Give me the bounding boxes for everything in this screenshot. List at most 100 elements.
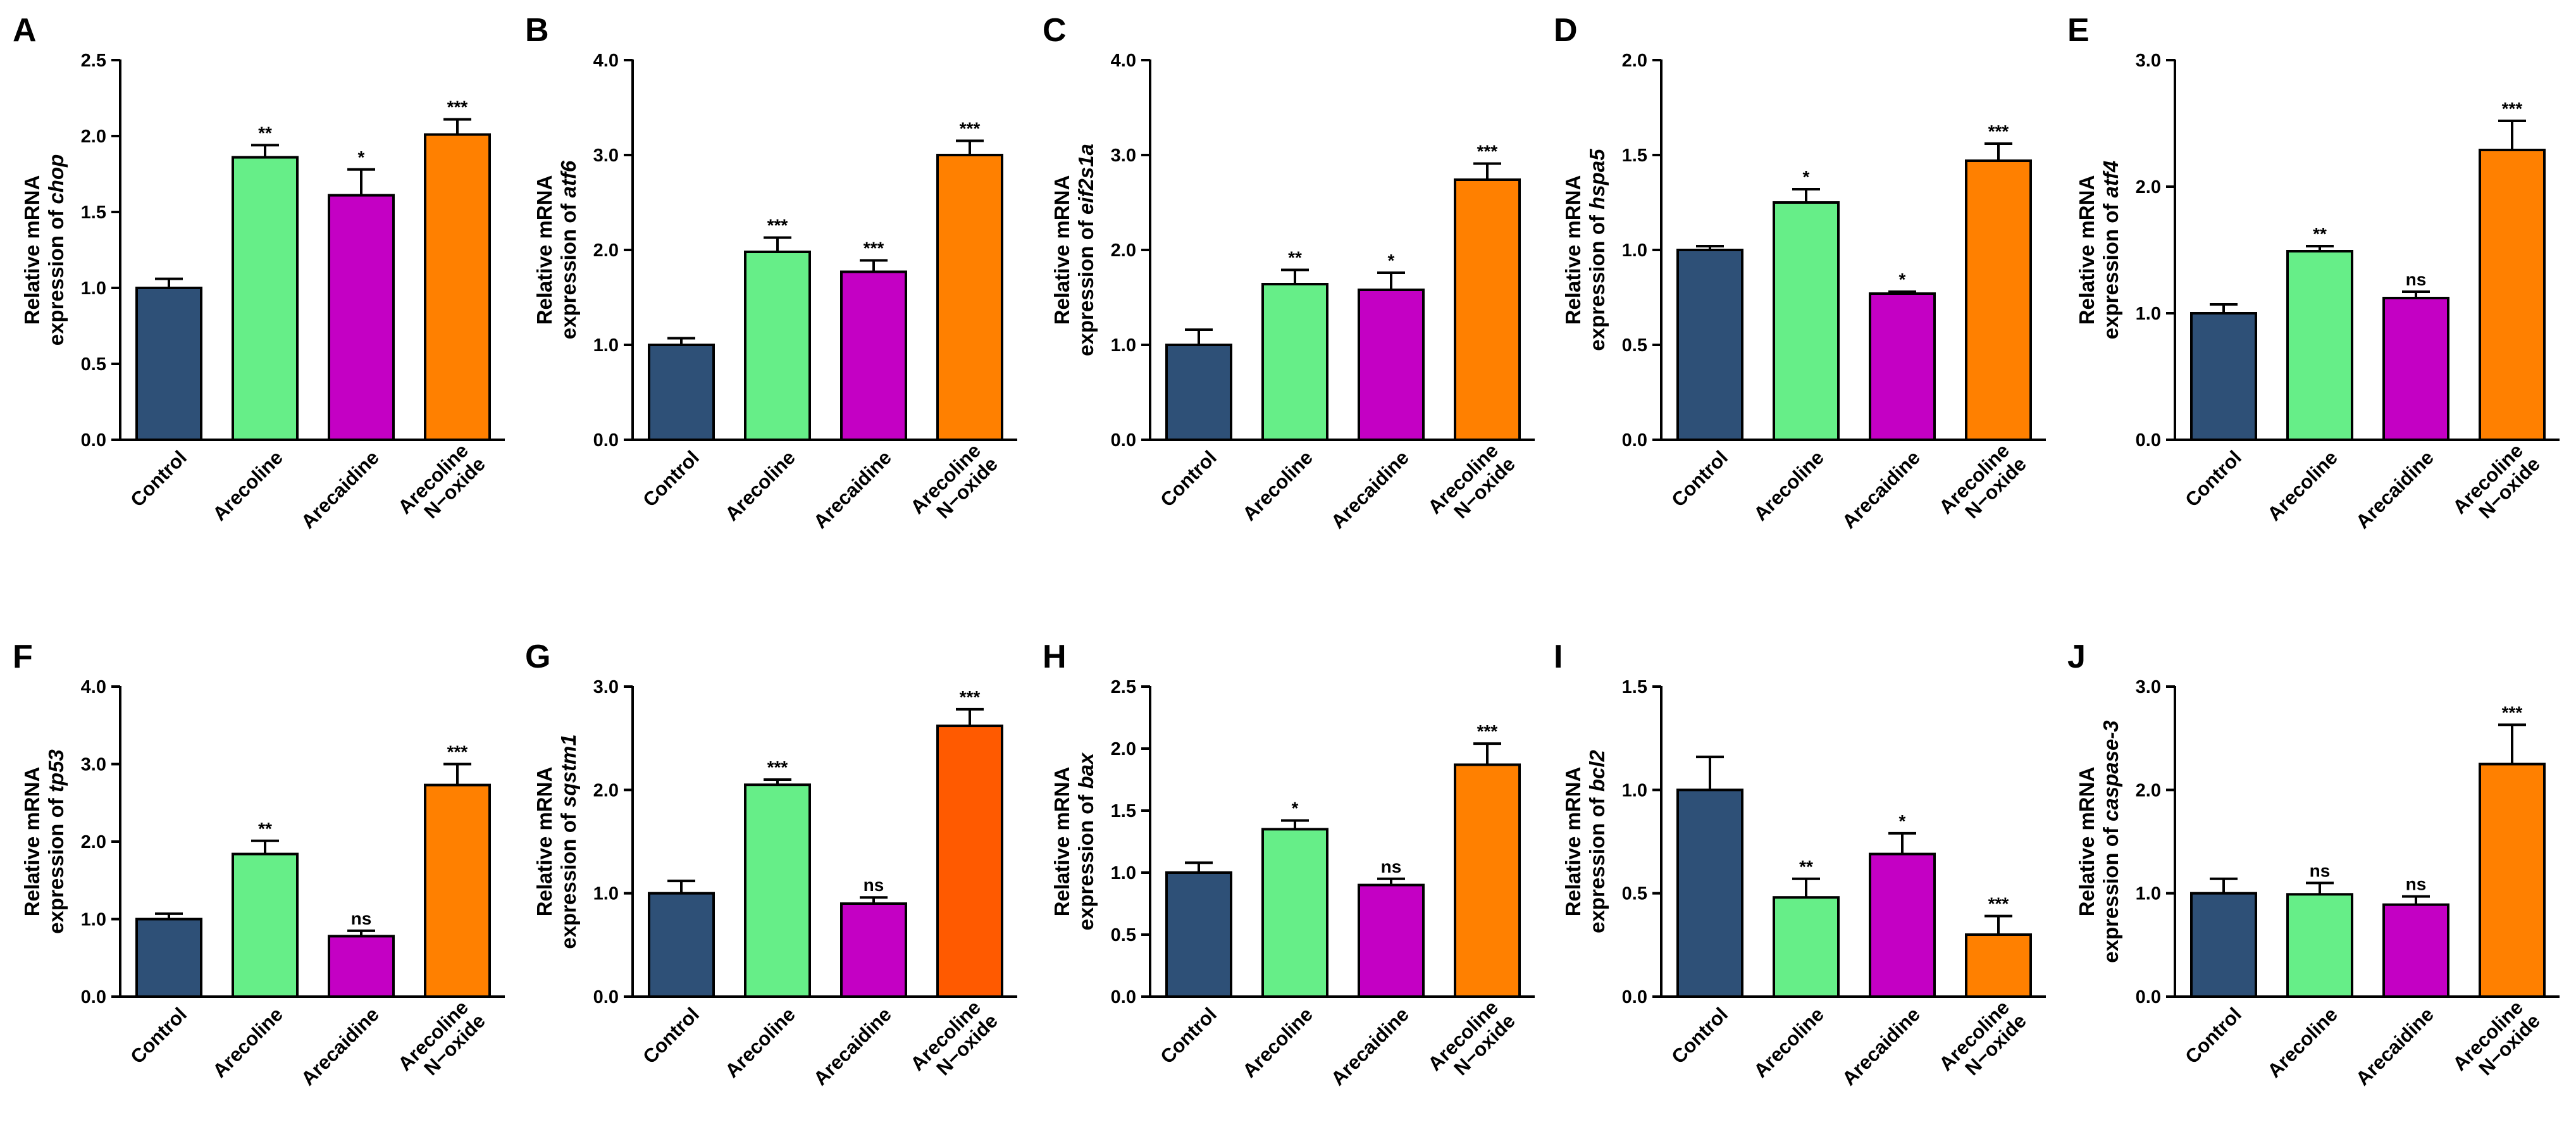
- y-label-gene: hspa5: [1585, 149, 1609, 209]
- panel-a: A Relative mRNAexpression of chop 0.0 0.5 1.…: [13, 12, 505, 533]
- bar-arecoline-n-oxide: [424, 783, 491, 998]
- significance-label: ***: [960, 119, 981, 139]
- bar-arecaidine: [2382, 903, 2449, 998]
- bar-arecoline-n-oxide: [1454, 178, 1521, 441]
- y-label-gene: bcl2: [1585, 749, 1609, 792]
- bar-arecaidine: [1869, 292, 1936, 441]
- y-label-gene: tp53: [44, 749, 68, 792]
- panel-e: E Relative mRNAexpression of atf4 0.0 1.0 2.…: [2067, 12, 2560, 533]
- significance-label: ***: [1988, 894, 2009, 914]
- significance-label: ns: [864, 875, 884, 895]
- y-tick-label: 0.0: [1622, 430, 1647, 451]
- x-category-label: Arecaidine: [1327, 1003, 1413, 1090]
- y-tick-label: 0.0: [1111, 430, 1136, 451]
- x-category-label: Arecaidine: [809, 1003, 896, 1090]
- bar-control: [135, 287, 202, 441]
- bar-arecoline: [744, 783, 811, 998]
- bar-arecaidine: [2382, 297, 2449, 441]
- y-tick-label: 2.0: [2136, 177, 2161, 197]
- y-tick-label: 4.0: [81, 677, 106, 697]
- bar-arecoline: [2286, 250, 2353, 441]
- significance-label: **: [1288, 248, 1302, 268]
- significance-label: **: [258, 819, 272, 838]
- y-tick-label: 2.0: [1111, 739, 1136, 759]
- y-tick-label: 2.0: [1622, 51, 1647, 71]
- x-category-label: Control: [126, 1003, 191, 1068]
- significance-label: ***: [2502, 99, 2523, 118]
- y-axis-label: Relative mRNAexpression of sqstm1: [533, 734, 580, 949]
- y-tick-label: 2.0: [2136, 780, 2161, 800]
- x-category-label: Arecaidine: [809, 446, 896, 533]
- significance-label: *: [1803, 167, 1810, 187]
- y-tick-label: 0.5: [1111, 925, 1136, 945]
- significance-label: *: [1388, 251, 1395, 270]
- x-category-label: Arecoline: [1749, 1003, 1828, 1082]
- significance-label: ***: [2502, 702, 2523, 722]
- x-category-label: ArecolineN−oxide: [1423, 437, 1520, 533]
- y-axis-label: Relative mRNAexpression of tp53: [20, 749, 68, 934]
- y-tick-label: 1.0: [1111, 335, 1136, 356]
- y-tick-label: 0.0: [81, 430, 106, 451]
- x-category-label: ArecolineN−oxide: [1935, 437, 2031, 533]
- y-tick-label: 0.0: [2136, 430, 2161, 451]
- y-label-line1: Relative mRNA: [533, 767, 556, 917]
- significance-label: ***: [864, 239, 884, 258]
- significance-label: ***: [767, 216, 788, 235]
- significance-label: ***: [1477, 721, 1498, 741]
- y-tick-label: 2.0: [81, 127, 106, 147]
- significance-label: **: [1799, 857, 1813, 876]
- panel-i: I Relative mRNAexpression of bcl2 0.0 0.5 1.…: [1554, 638, 2046, 1090]
- y-label-line1: Relative mRNA: [2075, 175, 2098, 325]
- bar-arecoline-n-oxide: [1965, 933, 2032, 998]
- y-label-gene: atf6: [557, 160, 580, 197]
- y-tick-label: 1.0: [81, 910, 106, 930]
- bar-arecoline-n-oxide: [2479, 149, 2546, 441]
- x-category-label: Control: [1156, 446, 1221, 511]
- x-category-label: Arecoline: [721, 446, 800, 525]
- significance-label: ns: [2310, 861, 2331, 880]
- panel-letter: J: [2067, 638, 2086, 675]
- y-axis-label: Relative mRNAexpression of atf6: [533, 160, 580, 339]
- y-tick-label: 2.0: [1111, 240, 1136, 261]
- x-category-label: Arecoline: [1749, 446, 1828, 525]
- y-label-line2: expression of: [557, 807, 580, 949]
- panel-b: B Relative mRNAexpression of atf6 0.0 1.0 2.…: [525, 12, 1017, 533]
- y-tick-label: 1.5: [1622, 146, 1647, 166]
- x-category-label: ArecolineN−oxide: [393, 994, 490, 1090]
- bar-arecaidine: [1358, 289, 1425, 441]
- bar-arecaidine: [1358, 883, 1425, 998]
- y-tick-label: 3.0: [1111, 146, 1136, 166]
- y-label-line2: expression of: [44, 204, 68, 346]
- panel-c: C Relative mRNAexpression of eif2s1a 0.0 1.…: [1043, 12, 1535, 533]
- y-tick-label: 3.0: [81, 755, 106, 775]
- significance-label: ***: [1988, 121, 2009, 141]
- bar-arecoline: [744, 251, 811, 441]
- y-tick-label: 2.0: [593, 240, 619, 261]
- x-category-label: Arecoline: [721, 1003, 800, 1082]
- bar-arecoline: [1261, 283, 1328, 441]
- y-label-line1: Relative mRNA: [533, 175, 556, 325]
- y-tick-label: 0.5: [1622, 335, 1647, 356]
- bar-arecoline-n-oxide: [1965, 159, 2032, 441]
- x-category-label: Arecoline: [1238, 446, 1317, 525]
- x-category-label: Control: [1667, 446, 1732, 511]
- y-label-gene: chop: [44, 154, 68, 204]
- significance-label: ***: [1477, 142, 1498, 161]
- panel-letter: G: [525, 638, 550, 675]
- bar-control: [2190, 312, 2257, 441]
- x-category-label: Arecaidine: [297, 1003, 383, 1090]
- y-label-gene: sqstm1: [557, 734, 580, 807]
- y-label-gene: atf4: [2099, 161, 2122, 198]
- x-category-label: Arecaidine: [2351, 446, 2438, 533]
- x-category-label: Arecoline: [208, 446, 287, 525]
- y-label-line2: expression of: [557, 197, 580, 339]
- y-tick-label: 2.5: [1111, 677, 1136, 697]
- y-label-line2: expression of: [44, 792, 68, 934]
- x-category-label: Control: [1667, 1003, 1732, 1068]
- y-label-line2: expression of: [1074, 215, 1098, 356]
- y-label-line1: Relative mRNA: [2075, 767, 2098, 917]
- significance-label: *: [1899, 811, 1906, 831]
- significance-label: ***: [960, 687, 981, 707]
- bar-arecoline: [1773, 201, 1840, 441]
- bar-control: [1676, 788, 1743, 999]
